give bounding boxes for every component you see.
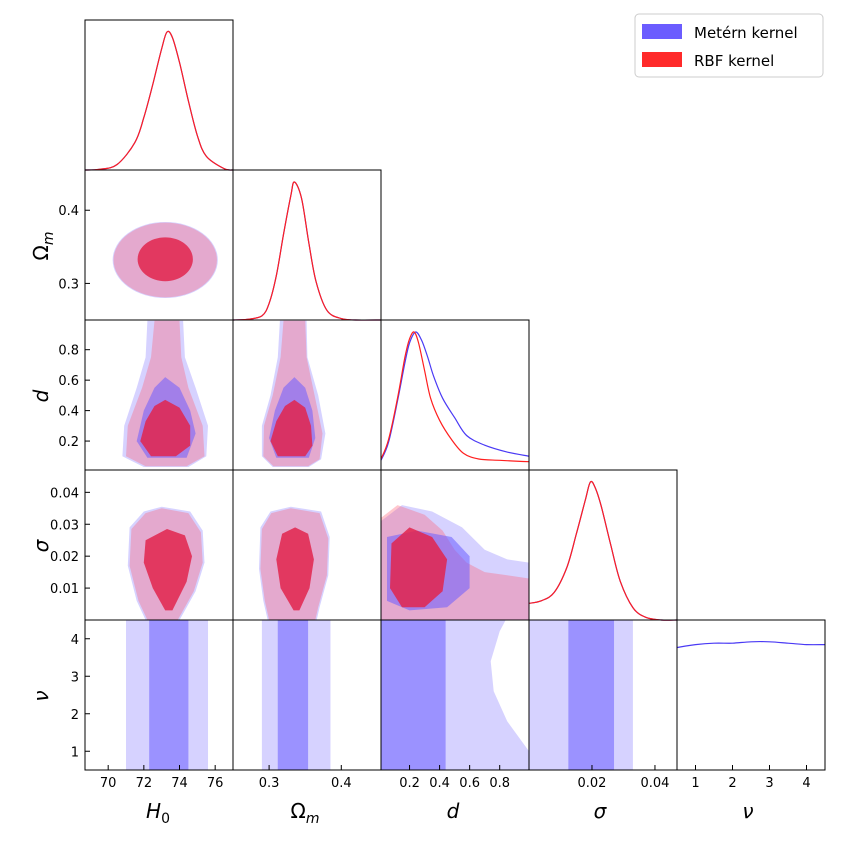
ylabel-nu: ν <box>29 690 53 701</box>
band-nu-sigma-matern-68 <box>568 620 615 770</box>
band-nu-d-matern-68 <box>381 620 446 770</box>
xtick-label-nu: 2 <box>728 776 736 791</box>
contour-d-h0-rbf-68 <box>140 399 191 457</box>
marginal-d-rbf <box>380 331 530 463</box>
legend-swatch-rbf <box>642 52 682 67</box>
panel-frame-r1-c1 <box>232 169 382 321</box>
marginal-om-rbf <box>232 181 382 321</box>
contour-om-h0-rbf-68 <box>137 237 193 282</box>
ytick-label-nu: 2 <box>71 708 79 723</box>
xlabel-h0: H0 <box>146 799 170 827</box>
xtick-label-h0: 76 <box>207 776 224 791</box>
ytick-label-d: 0.6 <box>58 374 79 389</box>
contour-sigma-om-rbf-68 <box>276 527 314 611</box>
xtick-label-omega-m: 0.3 <box>259 776 280 791</box>
band-nu-h0-matern-68 <box>149 620 189 770</box>
xtick-label-h0: 70 <box>100 776 117 791</box>
xtick-label-nu: 4 <box>802 776 810 791</box>
ytick-label-nu: 3 <box>71 670 79 685</box>
xtick-label-h0: 72 <box>136 776 153 791</box>
contour-d-om-rbf-68 <box>270 399 313 457</box>
band-nu-om-matern-68 <box>277 620 309 770</box>
xtick-label-d: 0.4 <box>429 776 450 791</box>
ylabel-sigma: σ <box>29 538 53 552</box>
ylabel-d: d <box>29 389 53 402</box>
xtick-label-d: 0.8 <box>489 776 510 791</box>
ytick-label-sigma: 0.03 <box>50 518 79 533</box>
marginal-om-matern <box>232 181 382 321</box>
xtick-label-h0: 74 <box>171 776 188 791</box>
ytick-label-nu: 4 <box>71 633 79 648</box>
ytick-label-d: 0.8 <box>58 344 79 359</box>
marginal-sigma-rbf <box>528 480 678 621</box>
panel-frame-r0-c0 <box>84 19 234 171</box>
legend: Metérn kernel RBF kernel <box>634 13 824 78</box>
ytick-label-sigma: 0.04 <box>50 486 79 501</box>
xtick-label-omega-m: 0.4 <box>331 776 352 791</box>
xtick-label-nu: 3 <box>765 776 773 791</box>
panel-frame-r4-c4 <box>676 619 826 771</box>
xtick-label-sigma: 0.04 <box>640 776 669 791</box>
marginal-sigma-matern <box>528 480 678 621</box>
contour-sigma-d-rbf-68 <box>390 527 448 608</box>
marginal-h0-matern <box>84 30 234 171</box>
ytick-label-sigma: 0.01 <box>50 582 79 597</box>
ytick-label-nu: 1 <box>71 745 79 760</box>
legend-swatch-matern <box>642 24 682 39</box>
xlabel-d: d <box>447 799 460 823</box>
panel-frame-r2-c2 <box>380 319 530 471</box>
ytick-label-sigma: 0.02 <box>50 550 79 565</box>
xlabel-sigma: σ <box>594 799 608 823</box>
ylabel-omega-m: Ωm <box>29 232 57 261</box>
xtick-label-sigma: 0.02 <box>578 776 607 791</box>
xlabel-nu: ν <box>742 799 753 823</box>
contour-sigma-h0-rbf-68 <box>143 529 192 611</box>
legend-label-matern: Metérn kernel <box>694 24 798 42</box>
xtick-label-d: 0.6 <box>459 776 480 791</box>
marginal-d-matern <box>380 331 530 461</box>
xtick-label-nu: 1 <box>691 776 699 791</box>
xlabel-omega-m: Ωm <box>291 799 320 827</box>
marginal-nu-matern <box>676 640 826 649</box>
panel-frame-r3-c3 <box>528 469 678 621</box>
xtick-label-d: 0.2 <box>399 776 420 791</box>
ytick-label-d: 0.4 <box>58 405 79 420</box>
ytick-label-omega-m: 0.4 <box>58 204 79 219</box>
ytick-label-omega-m: 0.3 <box>58 277 79 292</box>
marginal-h0-rbf <box>84 30 234 171</box>
ytick-label-d: 0.2 <box>58 435 79 450</box>
legend-label-rbf: RBF kernel <box>694 52 774 70</box>
